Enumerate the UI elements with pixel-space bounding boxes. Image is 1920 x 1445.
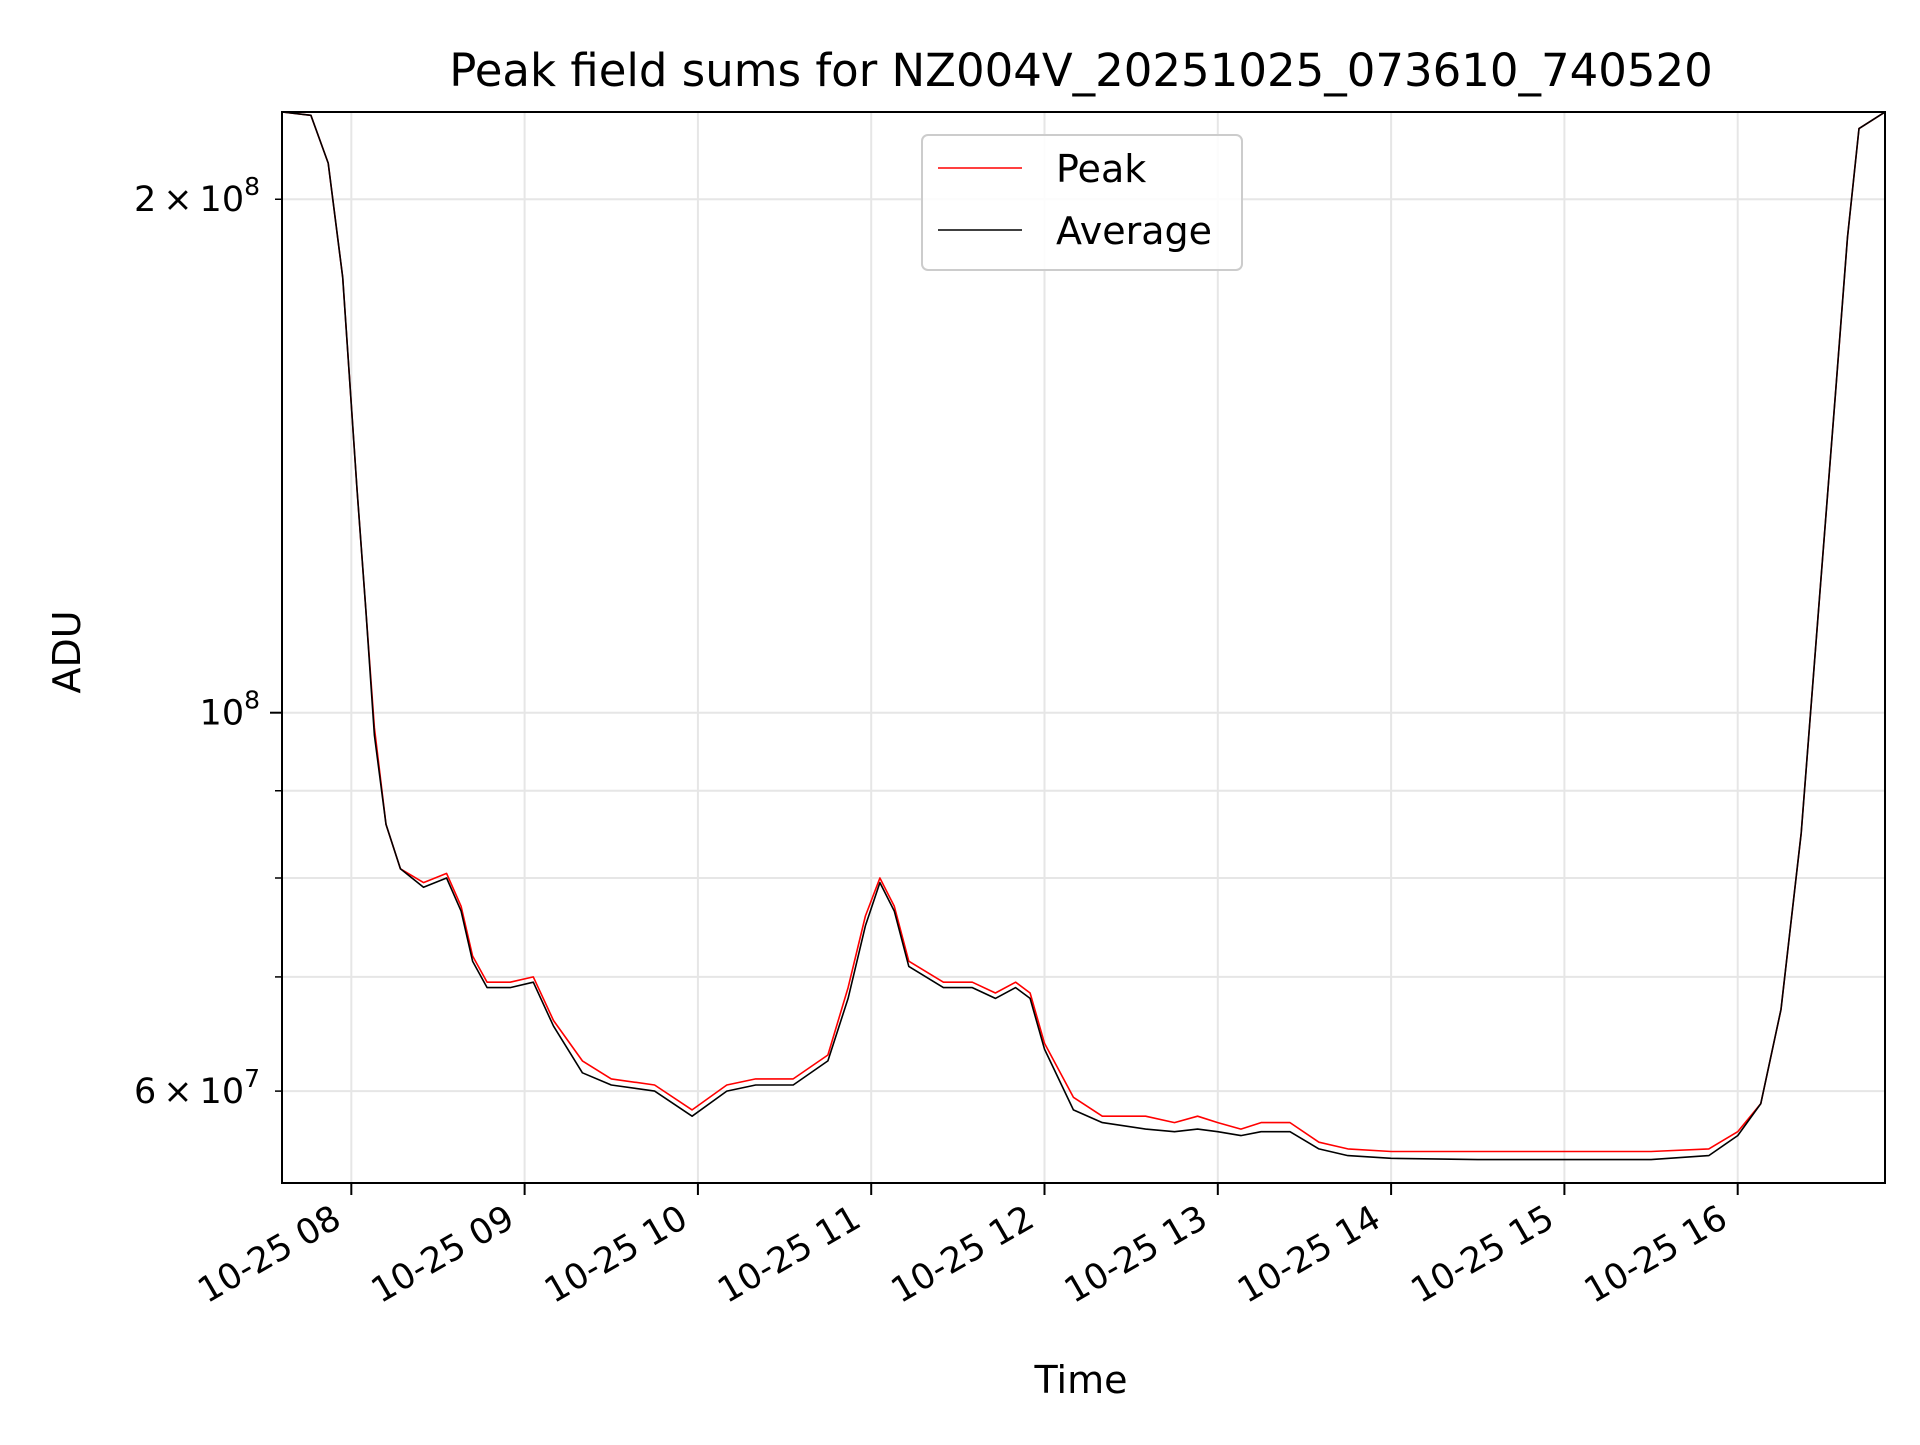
y-axis-label: ADU bbox=[45, 610, 89, 693]
series-group bbox=[282, 112, 1885, 1161]
legend: Peak Average bbox=[921, 134, 1243, 271]
y-tick-label: 6 × 107 bbox=[134, 1064, 260, 1112]
legend-label-peak: Peak bbox=[1056, 147, 1146, 191]
legend-label-average: Average bbox=[1056, 209, 1212, 253]
x-axis-label: Time bbox=[1034, 1358, 1128, 1402]
chart-title: Peak field sums for NZ004V_20251025_0736… bbox=[449, 44, 1713, 97]
plot-frame bbox=[281, 111, 1886, 1184]
series-line-average bbox=[282, 112, 1885, 1161]
y-tick-label: 108 bbox=[200, 686, 260, 734]
y-tick-label: 2 × 108 bbox=[134, 172, 260, 220]
series-line-peak bbox=[282, 112, 1885, 1153]
